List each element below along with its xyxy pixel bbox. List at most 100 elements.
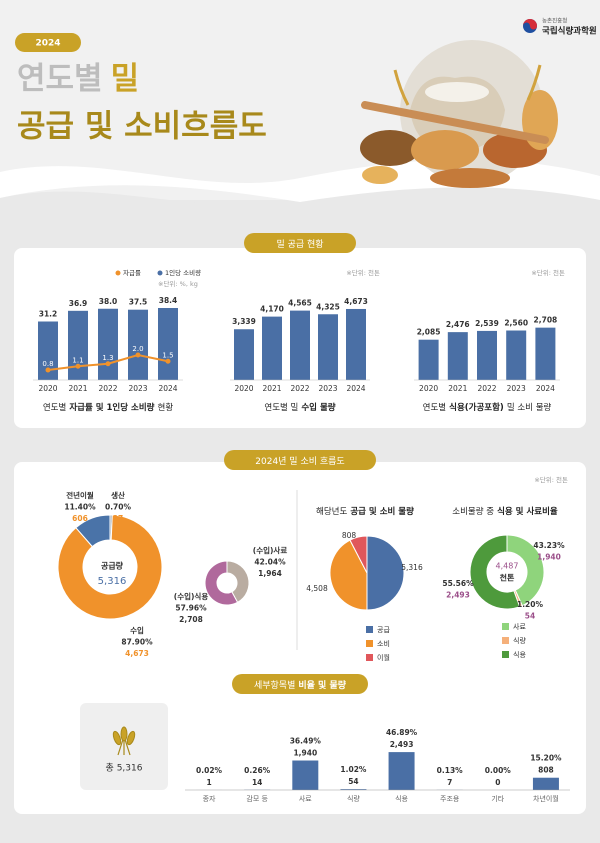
line-value-label: 1.1 (72, 356, 83, 364)
chart-title-part: 소비물량 중 (452, 506, 494, 517)
bar-value-label: 54 (348, 777, 358, 786)
slice-value-label: 4,508 (306, 584, 328, 593)
chart-title: 연도별 밀 수입 물량 (264, 402, 335, 413)
center-label: 천톤 (500, 573, 515, 583)
slice-value-label: 5,316 (401, 563, 423, 572)
bar (290, 310, 310, 380)
chart-title-part: 수입 물량 (301, 402, 335, 413)
slice-value-label: 57.96% (175, 604, 207, 613)
slice-label: (수입)사료 (253, 545, 288, 555)
x-tick-label: 기타 (491, 794, 504, 803)
total-label: 총 5,316 (106, 763, 143, 774)
chart-title-part: 연도별 (423, 402, 447, 413)
percent-label: 15.20% (530, 754, 562, 763)
slice-value-label: 43.23% (533, 541, 565, 550)
legend-label: 이월 (377, 653, 390, 662)
slice-label: 수입 (130, 625, 144, 635)
legend-label: 사료 (513, 622, 526, 631)
slice-label: 생산 (111, 490, 125, 500)
x-tick-label: 2022 (477, 384, 496, 393)
line-value-label: 0.8 (42, 360, 53, 368)
bar-value-label: 4,673 (344, 297, 368, 306)
x-tick-label: 2021 (68, 384, 87, 393)
bar-value-label: 38.4 (159, 296, 178, 305)
x-tick-label: 2021 (448, 384, 467, 393)
slice-value-label: 606 (72, 514, 88, 523)
title-accent: 밀 (111, 61, 140, 97)
logo (523, 19, 537, 33)
x-tick-label: 2023 (128, 384, 147, 393)
section-title-part: 밀 공급 현황 (276, 238, 323, 250)
legend-label: 공급 (377, 626, 390, 634)
legend-marker (366, 654, 373, 661)
line-point (165, 358, 171, 364)
bar-value-label: 1,940 (293, 749, 317, 758)
chart-title: 소비물량 중 식용 및 사료비율 (452, 506, 558, 517)
bar-value-label: 4,325 (316, 302, 340, 311)
bar-value-label: 31.2 (39, 310, 58, 319)
bar (292, 760, 319, 790)
x-tick-label: 2020 (419, 384, 438, 393)
center-label: 공급량 (101, 561, 124, 571)
org: 국립식량과학원 (542, 26, 597, 37)
unit-note: ※단위: 천톤 (346, 268, 380, 277)
line-value-label: 2.0 (132, 345, 143, 353)
bar-value-label: 2,493 (390, 740, 414, 749)
section-pill (232, 674, 368, 694)
bar-value-label: 37.5 (129, 298, 148, 307)
unit-note: ※단위: 천톤 (534, 475, 568, 484)
chart-title-part: 공급 및 소비 물량 (350, 506, 414, 517)
chart-title-part: 해당년도 (316, 506, 347, 517)
chart-title-part: 자급률 및 1인당 소비량 (69, 402, 154, 413)
legend-marker (502, 651, 509, 658)
slice-value-label: 42.04% (254, 558, 286, 567)
slice-label: (수입)식용 (174, 591, 209, 601)
bar-value-label: 1 (206, 778, 211, 787)
x-tick-label: 종자 (203, 794, 216, 803)
center-value: 5,316 (98, 576, 127, 587)
slice-label: 전년이월 (66, 490, 94, 500)
x-tick-label: 2024 (536, 384, 555, 393)
bar-value-label: 2,476 (446, 320, 470, 329)
slice-value-label: 54 (525, 612, 535, 621)
line-point (105, 361, 111, 367)
x-tick-label: 2020 (234, 384, 253, 393)
slice (469, 534, 521, 610)
bar-value-label: 2,539 (475, 319, 499, 328)
bar (128, 309, 148, 380)
title-part: 연도별 (17, 61, 103, 97)
section-title: 밀 공급 현황 (276, 238, 323, 250)
bar-value-label: 2,708 (534, 316, 558, 325)
legend-label: 자급률 (123, 268, 141, 277)
line-point (45, 367, 51, 373)
x-tick-label: 2024 (158, 384, 177, 393)
bar-value-label: 4,565 (288, 299, 312, 308)
chart-title-part: 현황 (158, 402, 174, 413)
bar (346, 308, 366, 380)
year: 2024 (35, 39, 60, 49)
slice-value-label: 11.40% (64, 503, 96, 512)
slice-value-label: 0.70% (105, 503, 132, 512)
bar-value-label: 4,170 (260, 305, 284, 314)
x-tick-label: 주조용 (440, 795, 460, 803)
bar-value-label: 14 (252, 778, 262, 787)
bar (535, 327, 556, 380)
section-title-part: 비율 및 물량 (298, 679, 346, 691)
slice-value-label: 37 (113, 514, 123, 523)
slice (329, 539, 368, 611)
legend-label: 식용 (513, 650, 526, 659)
bar-value-label: 7 (447, 778, 452, 787)
x-tick-label: 사료 (299, 794, 312, 803)
bar (38, 321, 58, 380)
title: 공급 및 소비흐름도 (17, 109, 267, 145)
section-title-part: 2024년 밀 소비 흐름도 (255, 455, 344, 467)
year-badge (15, 33, 81, 52)
x-tick-label: 감모 등 (246, 795, 268, 803)
bar (447, 332, 468, 380)
percent-label: 36.49% (290, 737, 322, 746)
legend-marker (366, 640, 373, 647)
slice (366, 535, 405, 611)
bar (262, 316, 282, 380)
x-tick-label: 2022 (98, 384, 117, 393)
